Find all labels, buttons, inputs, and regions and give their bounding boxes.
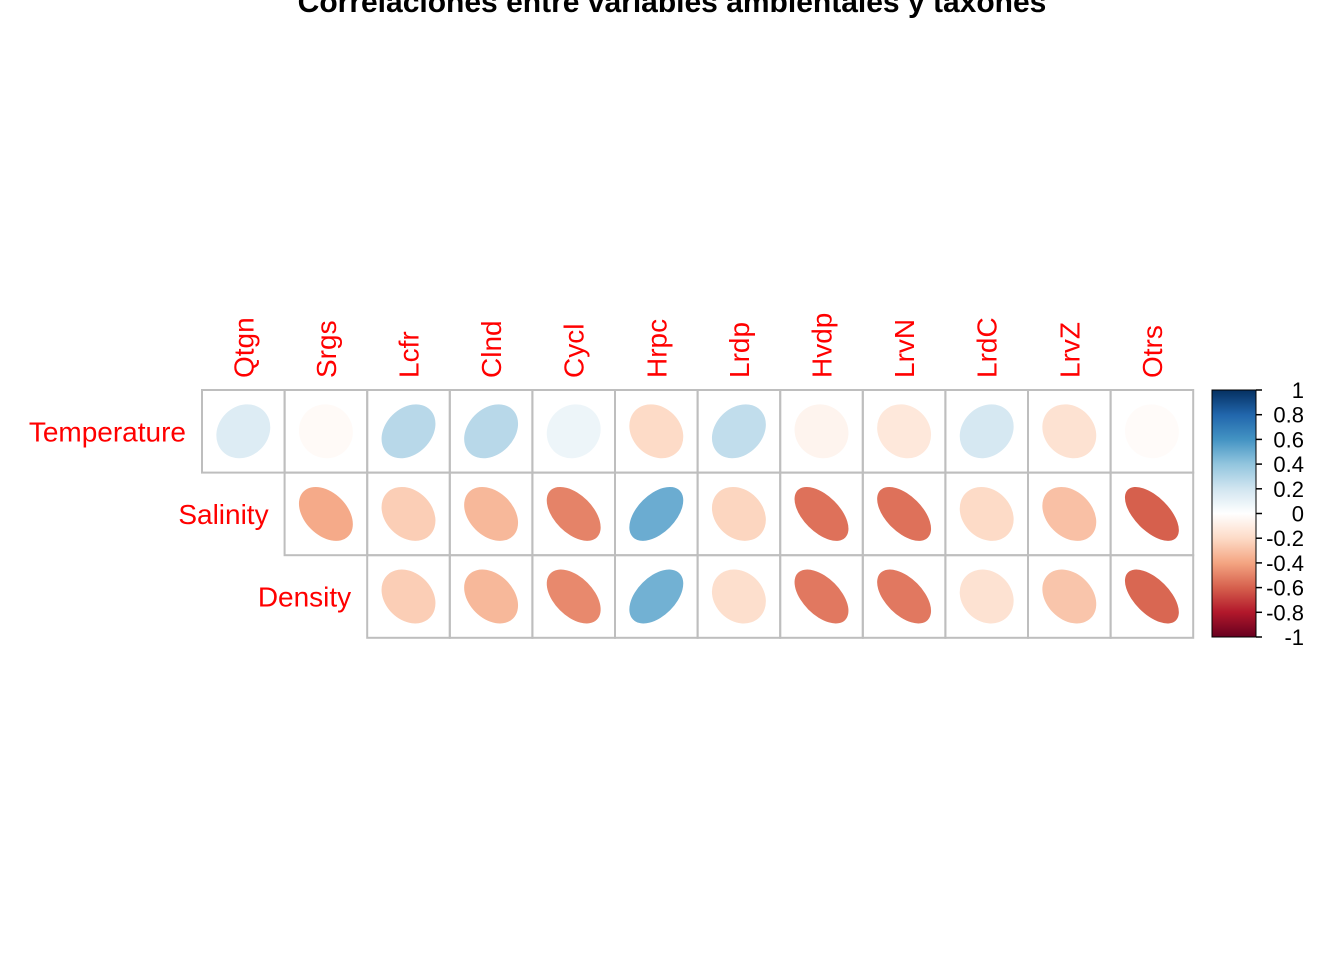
correlation-ellipse	[794, 486, 849, 541]
colorbar-tick-label: 0.6	[1273, 427, 1304, 452]
correlation-ellipse	[877, 569, 932, 624]
colorbar-tick-label: 0	[1292, 502, 1304, 527]
correlation-ellipse	[546, 404, 601, 459]
cell-border	[1109, 554, 1195, 639]
correlation-ellipse	[1042, 569, 1097, 624]
colorbar-tick-label: 0.8	[1273, 403, 1304, 428]
correlation-ellipse	[629, 569, 684, 624]
correlation-ellipse	[877, 404, 932, 459]
column-label: LrdC	[972, 317, 1003, 378]
colorbar-tick-label: -0.6	[1266, 576, 1304, 601]
colorbar-tick-label: -1	[1284, 625, 1304, 650]
correlation-ellipse	[298, 404, 353, 459]
correlation-ellipse	[629, 404, 684, 459]
column-label: Hrpc	[641, 319, 672, 378]
colorbar-tick-label: -0.8	[1266, 600, 1304, 625]
correlation-ellipse	[711, 404, 766, 459]
column-label: Clnd	[476, 320, 507, 378]
column-label: Lcfr	[394, 331, 425, 378]
correlation-ellipse	[1124, 569, 1179, 624]
column-label: Hvdp	[807, 313, 838, 378]
row-label: Density	[258, 582, 351, 613]
correlation-ellipse	[629, 486, 684, 541]
correlation-ellipse	[959, 569, 1014, 624]
correlation-ellipse	[1042, 404, 1097, 459]
colorbar-tick-label: -0.4	[1266, 551, 1304, 576]
column-label: Cycl	[559, 324, 590, 378]
correlation-ellipse	[1124, 404, 1179, 459]
correlation-ellipse	[381, 404, 436, 459]
correlation-ellipse	[546, 486, 601, 541]
column-label: Otrs	[1137, 325, 1168, 378]
correlation-ellipse	[1042, 486, 1097, 541]
column-label: Lrdp	[724, 322, 755, 378]
correlation-ellipse	[464, 486, 519, 541]
row-label: Salinity	[178, 499, 268, 530]
chart-title: Correlaciones entre variables ambientale…	[298, 0, 1047, 19]
correlation-ellipse	[216, 404, 271, 459]
column-label: LrvZ	[1054, 322, 1085, 378]
correlation-ellipse	[1124, 486, 1179, 541]
correlation-ellipse	[959, 486, 1014, 541]
correlation-ellipse	[464, 404, 519, 459]
colorbar-tick-label: 1	[1292, 378, 1304, 403]
colorbar-tick-label: 0.4	[1273, 452, 1304, 477]
column-label: Qtgn	[228, 317, 259, 378]
correlation-ellipse	[959, 404, 1014, 459]
row-label: Temperature	[29, 416, 186, 447]
correlation-ellipse	[711, 569, 766, 624]
correlation-ellipse	[464, 569, 519, 624]
correlation-ellipse	[381, 486, 436, 541]
colorbar-tick-label: 0.2	[1273, 477, 1304, 502]
correlation-ellipse	[794, 569, 849, 624]
correlation-ellipse	[794, 404, 849, 459]
correlation-ellipse	[298, 486, 353, 541]
correlation-ellipse	[711, 486, 766, 541]
column-label: LrvN	[889, 319, 920, 378]
correlation-ellipse	[877, 486, 932, 541]
column-label: Srgs	[311, 320, 342, 378]
colorbar-tick-label: -0.2	[1266, 526, 1304, 551]
correlation-ellipse	[546, 569, 601, 624]
colorbar	[1212, 390, 1256, 637]
correlation-ellipse	[381, 569, 436, 624]
